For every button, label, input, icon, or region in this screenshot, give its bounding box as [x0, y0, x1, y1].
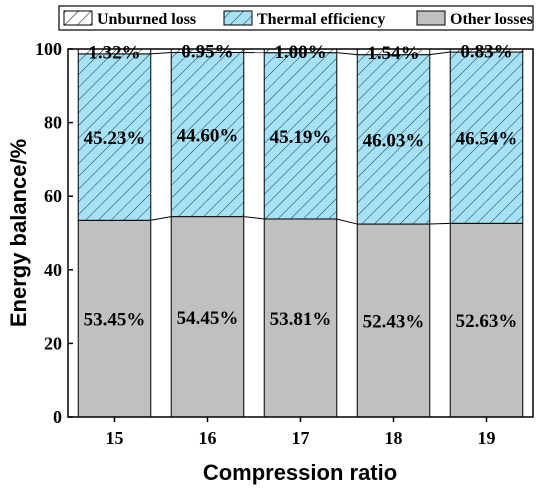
connector-other-18-19	[429, 222, 451, 225]
legend-label-other: Other losses	[450, 11, 533, 28]
data-label-unburned-19: 0.83%	[460, 42, 512, 63]
connector-other-17-18	[336, 218, 358, 225]
data-label-other-18: 52.43%	[363, 312, 425, 333]
bar-thermal-18	[356, 54, 431, 225]
legend-label-unburned: Unburned loss	[97, 11, 196, 28]
data-label-other-17: 53.81%	[270, 309, 332, 330]
data-label-thermal-17: 45.19%	[270, 127, 332, 148]
y-axis-ticks: 0 20 40 60 80 100	[35, 39, 73, 427]
data-label-unburned-17: 1.00%	[274, 42, 326, 63]
bar-other-16	[170, 216, 245, 418]
y-tick-label-20: 20	[44, 333, 62, 353]
data-label-thermal-18: 46.03%	[363, 130, 425, 151]
legend-frame	[58, 5, 534, 31]
legend-label-thermal: Thermal efficiency	[257, 11, 385, 28]
data-label-thermal-15: 45.23%	[84, 128, 146, 149]
connector-thermal-18-19	[429, 51, 451, 56]
y-tick-label-0: 0	[53, 407, 62, 427]
x-axis-ticks: 15 16 17 18 19	[106, 417, 496, 448]
x-tick-label-16: 16	[199, 428, 217, 448]
data-label-unburned-18: 1.54%	[367, 43, 419, 64]
x-axis-title: Compression ratio	[203, 460, 397, 485]
connector-thermal-15-16	[150, 51, 172, 55]
bar-thermal-19	[449, 51, 524, 224]
x-tick-label-17: 17	[292, 428, 310, 448]
data-label-other-19: 52.63%	[456, 311, 518, 332]
x-tick-label-15: 15	[106, 428, 124, 448]
legend-swatch-thermal	[223, 10, 253, 26]
connector-thermal-17-18	[336, 52, 358, 56]
y-tick-label-80: 80	[44, 113, 62, 133]
data-label-thermal-16: 44.60%	[177, 126, 239, 147]
bar-other-18	[356, 223, 431, 418]
data-labels: 53.45% 45.23% 1.32% 54.45% 44.60% 0.95% 53.81%…	[84, 42, 518, 333]
legend-swatch-unburned	[63, 10, 93, 26]
connector-other-16-17	[243, 216, 265, 220]
connector-other-15-16	[150, 216, 172, 221]
legend-swatch-other	[416, 10, 446, 26]
y-tick-label-40: 40	[44, 260, 62, 280]
y-tick-label-60: 60	[44, 186, 62, 206]
x-tick-label-18: 18	[385, 428, 403, 448]
data-label-other-15: 53.45%	[84, 310, 146, 331]
y-axis-title: Energy balance/%	[6, 139, 31, 327]
data-label-unburned-15: 1.32%	[88, 42, 140, 63]
data-label-other-16: 54.45%	[177, 308, 239, 329]
bar-stacks	[77, 48, 524, 418]
data-label-unburned-16: 0.95%	[181, 42, 233, 63]
x-tick-label-19: 19	[478, 428, 496, 448]
bar-other-15	[77, 219, 152, 418]
bar-thermal-17	[263, 52, 338, 220]
legend: Unburned loss Thermal efficiency Other l…	[58, 5, 534, 31]
y-tick-label-100: 100	[35, 39, 62, 59]
bar-other-19	[449, 222, 524, 418]
data-label-thermal-19: 46.54%	[456, 129, 518, 150]
